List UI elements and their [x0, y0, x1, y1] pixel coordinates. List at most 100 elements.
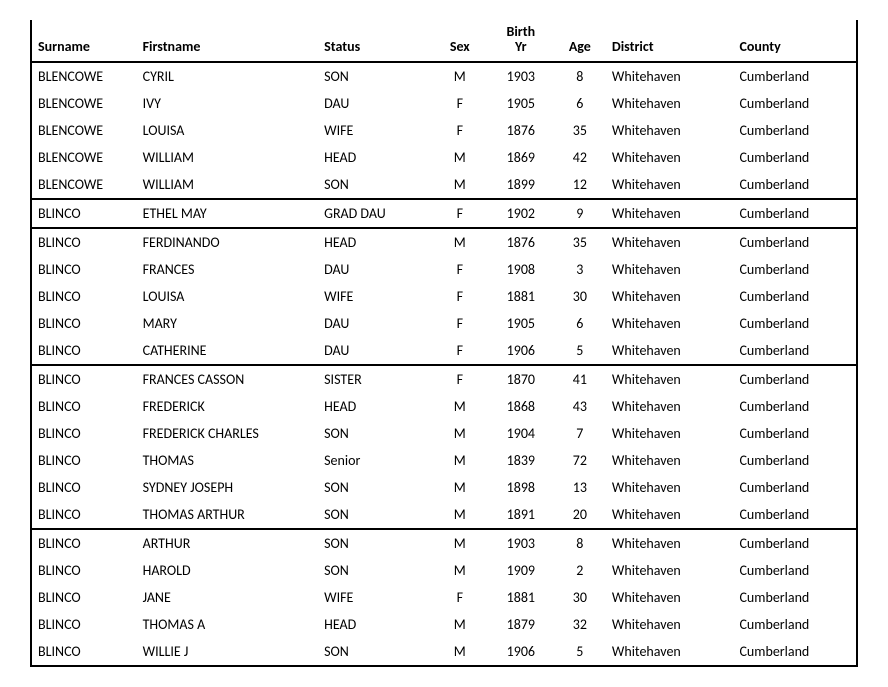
cell-sex: F: [432, 337, 488, 365]
cell-age: 5: [554, 638, 606, 666]
cell-firstname: IVY: [137, 90, 319, 117]
cell-status: SON: [318, 474, 432, 501]
cell-surname: BLENCOWE: [31, 144, 137, 171]
table-row: BLINCOARTHURSONM19038WhitehavenCumberlan…: [31, 529, 857, 557]
cell-birth_yr: 1881: [488, 584, 554, 611]
cell-birth_yr: 1903: [488, 62, 554, 90]
cell-status: DAU: [318, 337, 432, 365]
cell-age: 2: [554, 557, 606, 584]
cell-sex: M: [432, 529, 488, 557]
cell-firstname: WILLIE J: [137, 638, 319, 666]
col-status: Status: [318, 20, 432, 62]
cell-age: 72: [554, 447, 606, 474]
cell-age: 7: [554, 420, 606, 447]
cell-sex: M: [432, 420, 488, 447]
cell-district: Whitehaven: [606, 144, 734, 171]
col-birth-yr: Birth Yr: [488, 20, 554, 62]
cell-status: DAU: [318, 310, 432, 337]
cell-status: WIFE: [318, 117, 432, 144]
cell-birth_yr: 1903: [488, 529, 554, 557]
census-table: Surname Firstname Status Sex Birth Yr Ag…: [30, 20, 858, 667]
cell-sex: M: [432, 228, 488, 256]
cell-county: Cumberland: [733, 62, 857, 90]
table-row: BLINCOMARYDAUF19056WhitehavenCumberland: [31, 310, 857, 337]
cell-county: Cumberland: [733, 447, 857, 474]
cell-surname: BLINCO: [31, 283, 137, 310]
cell-firstname: JANE: [137, 584, 319, 611]
cell-birth_yr: 1839: [488, 447, 554, 474]
cell-status: HEAD: [318, 393, 432, 420]
cell-sex: F: [432, 256, 488, 283]
cell-district: Whitehaven: [606, 117, 734, 144]
table-row: BLENCOWEWILLIAMHEADM186942WhitehavenCumb…: [31, 144, 857, 171]
cell-county: Cumberland: [733, 228, 857, 256]
cell-surname: BLINCO: [31, 557, 137, 584]
cell-sex: F: [432, 117, 488, 144]
cell-birth_yr: 1876: [488, 117, 554, 144]
cell-firstname: THOMAS: [137, 447, 319, 474]
cell-birth_yr: 1868: [488, 393, 554, 420]
cell-district: Whitehaven: [606, 557, 734, 584]
cell-county: Cumberland: [733, 365, 857, 393]
cell-surname: BLINCO: [31, 584, 137, 611]
cell-firstname: WILLIAM: [137, 144, 319, 171]
cell-status: SON: [318, 420, 432, 447]
cell-birth_yr: 1879: [488, 611, 554, 638]
cell-firstname: THOMAS A: [137, 611, 319, 638]
cell-sex: M: [432, 611, 488, 638]
table-row: BLINCOJANEWIFEF188130WhitehavenCumberlan…: [31, 584, 857, 611]
cell-surname: BLINCO: [31, 365, 137, 393]
cell-surname: BLINCO: [31, 611, 137, 638]
cell-district: Whitehaven: [606, 501, 734, 529]
cell-county: Cumberland: [733, 117, 857, 144]
col-firstname: Firstname: [137, 20, 319, 62]
cell-firstname: ARTHUR: [137, 529, 319, 557]
cell-status: HEAD: [318, 144, 432, 171]
cell-district: Whitehaven: [606, 584, 734, 611]
cell-district: Whitehaven: [606, 283, 734, 310]
cell-status: HEAD: [318, 228, 432, 256]
cell-surname: BLINCO: [31, 199, 137, 228]
cell-firstname: FRANCES CASSON: [137, 365, 319, 393]
cell-district: Whitehaven: [606, 638, 734, 666]
cell-age: 5: [554, 337, 606, 365]
cell-sex: F: [432, 310, 488, 337]
cell-age: 8: [554, 62, 606, 90]
table-row: BLINCOFERDINANDOHEADM187635WhitehavenCum…: [31, 228, 857, 256]
table-row: BLINCOTHOMAS ARTHURSONM189120WhitehavenC…: [31, 501, 857, 529]
cell-firstname: FRANCES: [137, 256, 319, 283]
cell-status: SON: [318, 529, 432, 557]
table-row: BLINCOCATHERINEDAUF19065WhitehavenCumber…: [31, 337, 857, 365]
cell-county: Cumberland: [733, 557, 857, 584]
cell-age: 35: [554, 117, 606, 144]
cell-birth_yr: 1869: [488, 144, 554, 171]
cell-county: Cumberland: [733, 337, 857, 365]
cell-birth_yr: 1902: [488, 199, 554, 228]
cell-age: 12: [554, 171, 606, 199]
cell-district: Whitehaven: [606, 90, 734, 117]
cell-sex: M: [432, 501, 488, 529]
cell-county: Cumberland: [733, 474, 857, 501]
cell-surname: BLINCO: [31, 501, 137, 529]
cell-firstname: WILLIAM: [137, 171, 319, 199]
table-row: BLENCOWECYRILSONM19038WhitehavenCumberla…: [31, 62, 857, 90]
cell-district: Whitehaven: [606, 474, 734, 501]
table-row: BLENCOWELOUISAWIFEF187635WhitehavenCumbe…: [31, 117, 857, 144]
cell-age: 6: [554, 310, 606, 337]
cell-age: 9: [554, 199, 606, 228]
cell-birth_yr: 1876: [488, 228, 554, 256]
cell-age: 3: [554, 256, 606, 283]
cell-sex: F: [432, 199, 488, 228]
cell-county: Cumberland: [733, 199, 857, 228]
cell-county: Cumberland: [733, 638, 857, 666]
cell-sex: M: [432, 638, 488, 666]
cell-age: 8: [554, 529, 606, 557]
cell-county: Cumberland: [733, 393, 857, 420]
cell-status: WIFE: [318, 283, 432, 310]
cell-district: Whitehaven: [606, 365, 734, 393]
cell-district: Whitehaven: [606, 337, 734, 365]
cell-district: Whitehaven: [606, 62, 734, 90]
cell-county: Cumberland: [733, 584, 857, 611]
col-sex: Sex: [432, 20, 488, 62]
cell-sex: M: [432, 474, 488, 501]
